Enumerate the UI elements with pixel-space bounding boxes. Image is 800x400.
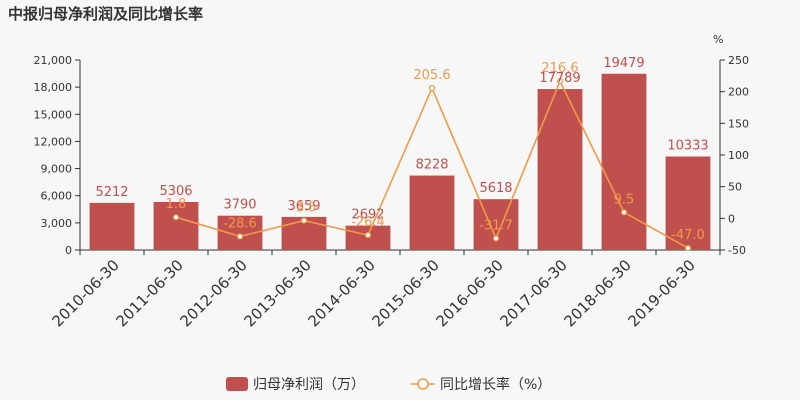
line-value-label: 205.6: [413, 68, 450, 83]
bar-value-label: 8228: [415, 158, 448, 173]
line-value-label: -31.7: [479, 218, 513, 233]
right-tick-label: -50: [728, 244, 746, 257]
bar-value-label: 5618: [479, 181, 512, 196]
line-point: [364, 231, 372, 239]
line-value-label: 1.8: [166, 197, 187, 212]
line-point: [428, 85, 436, 92]
left-tick-label: 15,000: [34, 108, 73, 121]
bar-value-label: 10333: [667, 139, 708, 154]
bar-value-label: 5306: [159, 184, 192, 199]
data-labels: 5212 5306 3790 3659 2692 8228 5618 17789 19479 10…: [95, 56, 708, 243]
right-tick-label: 100: [728, 149, 749, 162]
x-tick-label: 2014-06-30: [304, 256, 378, 330]
bar: [89, 202, 135, 250]
bar: [665, 156, 711, 250]
right-tick-label: 250: [728, 54, 749, 67]
x-tick-label: 2012-06-30: [176, 256, 250, 330]
left-tick-label: 12,000: [34, 135, 73, 148]
x-tick-label: 2018-06-30: [560, 256, 634, 330]
line-value-label: -47.0: [671, 228, 705, 243]
bar-value-label: 2692: [351, 208, 384, 223]
line-point: [172, 214, 180, 221]
legend-bar-swatch: [226, 377, 248, 391]
line-value-label: -28.6: [223, 216, 257, 231]
x-tick-label: 2016-06-30: [432, 256, 506, 330]
x-tick-labels: 2010-06-302011-06-302012-06-302013-06-30…: [48, 256, 698, 330]
x-tick-label: 2010-06-30: [48, 256, 122, 330]
left-tick-label: 9,000: [41, 163, 73, 176]
line-point: [620, 209, 628, 216]
x-tick-label: 2013-06-30: [240, 256, 314, 330]
bar-value-label: 3790: [223, 198, 256, 213]
line-point: [492, 235, 500, 242]
right-tick-label: 150: [728, 117, 749, 130]
line-series: [172, 78, 692, 252]
bar-value-label: 5212: [95, 185, 128, 200]
bar-value-label: 19479: [603, 56, 644, 71]
legend-line-label: 同比增长率（%）: [440, 376, 551, 393]
left-tick-label: 3,000: [41, 217, 73, 230]
bar: [473, 199, 519, 250]
line-point: [684, 245, 692, 252]
line-value-label: 216.6: [541, 61, 578, 76]
right-tick-label: 200: [728, 86, 749, 99]
x-tick-label: 2019-06-30: [624, 256, 698, 330]
line-point: [300, 217, 308, 224]
line-value-label: -3.5: [291, 201, 316, 216]
legend-line-marker: [417, 378, 429, 390]
bar: [153, 201, 199, 250]
line-point: [556, 78, 564, 85]
right-tick-label: 50: [728, 181, 742, 194]
bar-value-label: 17789: [539, 71, 580, 86]
left-tick-label: 21,000: [34, 54, 73, 67]
left-tick-label: 0: [65, 244, 72, 257]
legend[interactable]: 归母净利润（万） 同比增长率（%）: [226, 376, 551, 393]
x-tick-label: 2017-06-30: [496, 256, 570, 330]
right-axis-unit: %: [713, 33, 723, 46]
left-tick-label: 18,000: [34, 81, 73, 94]
x-tick-label: 2015-06-30: [368, 256, 442, 330]
x-tick-label: 2011-06-30: [112, 256, 186, 330]
right-tick-label: 0: [728, 212, 735, 225]
left-tick-label: 6,000: [41, 190, 73, 203]
line-value-label: 9.5: [614, 192, 635, 207]
line-point: [236, 233, 244, 240]
bar: [409, 175, 455, 250]
line-value-label: -26.4: [351, 215, 385, 230]
bar-value-label: 3659: [287, 199, 320, 214]
chart-title: 中报归母净利润及同比增长率: [8, 5, 203, 23]
legend-bar-label: 归母净利润（万）: [253, 376, 365, 393]
bar: [601, 73, 647, 250]
